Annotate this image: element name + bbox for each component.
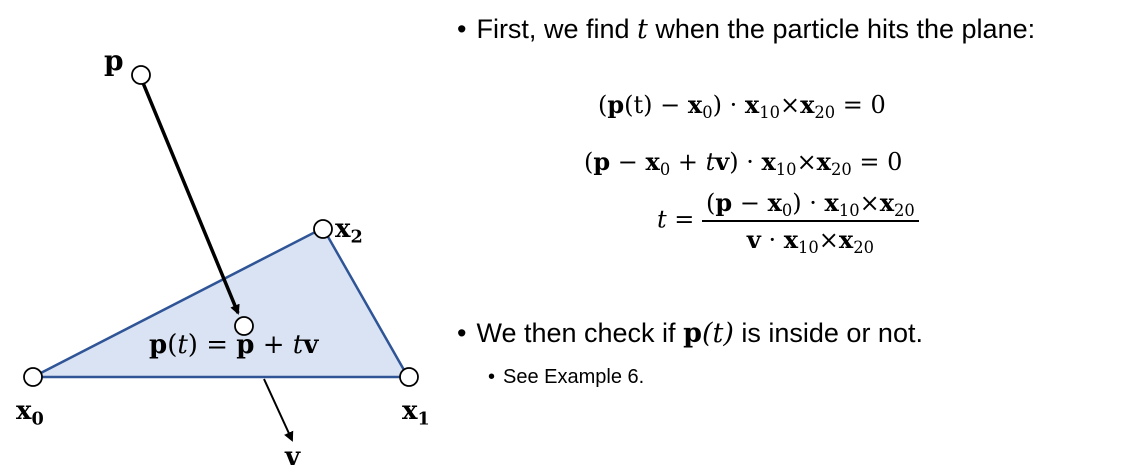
label-x2: x2 — [335, 214, 363, 248]
triangle — [32, 226, 411, 379]
point-x0 — [23, 367, 43, 387]
label-p: p — [104, 44, 124, 77]
label-v: v — [285, 442, 301, 472]
equation-2: (p − x0 + tv) · x10×x20 = 0 — [584, 147, 903, 180]
fraction-numerator: (p − x0) · x10×x20 — [702, 188, 919, 222]
triangle-diagram — [23, 65, 419, 442]
equation-3: t = (p − x0) · x10×x20 v · x10×x20 — [657, 188, 919, 258]
bullet-find-t: • First, we find t when the particle hits… — [457, 14, 1036, 45]
point-x2 — [313, 219, 333, 239]
sub-bullet-see-example: • See Example 6. — [488, 366, 645, 388]
fraction-denominator: v · x10×x20 — [746, 225, 874, 258]
velocity-arrow-vector — [139, 77, 240, 315]
label-pt-equation: p(t) = p + tv — [149, 330, 319, 360]
point-p — [131, 65, 151, 85]
fraction: (p − x0) · x10×x20 v · x10×x20 — [702, 188, 919, 258]
bullet-check-inside: • We then check if p(t) is inside or not. — [457, 318, 923, 349]
normal-arrow-v — [263, 378, 294, 442]
label-x1: x1 — [402, 396, 430, 430]
label-x0: x0 — [16, 396, 44, 430]
equation-1: (p(t) − x0) · x10×x20 = 0 — [598, 90, 886, 123]
point-pt — [234, 316, 254, 336]
point-x1 — [399, 367, 419, 387]
